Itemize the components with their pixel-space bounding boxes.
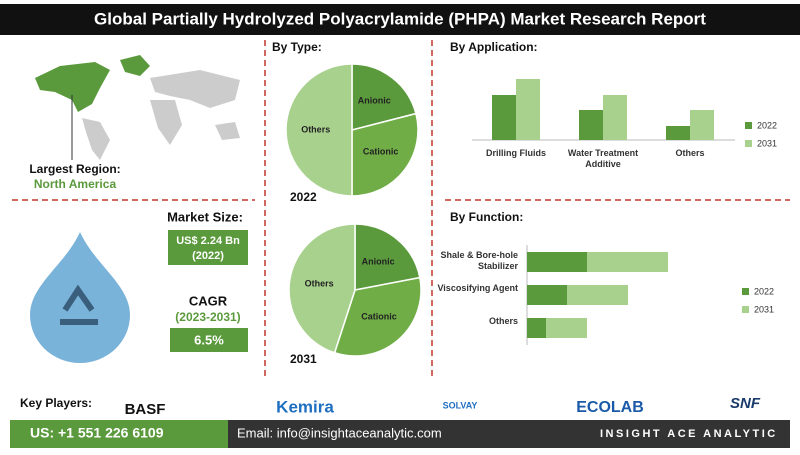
cagr-label: CAGR — [189, 293, 228, 308]
bar-segment — [527, 285, 567, 305]
market-size-label: Market Size: — [167, 209, 243, 224]
slice-label: Others — [301, 124, 330, 134]
category-label: Others — [675, 148, 705, 158]
type-title: By Type: — [272, 40, 322, 54]
function-title: By Function: — [450, 210, 523, 224]
slice-label: Anionic — [358, 96, 391, 106]
application-title: By Application: — [450, 40, 538, 54]
pie-year: 2022 — [290, 190, 317, 204]
key-players-label: Key Players: — [20, 396, 92, 410]
cagr-period: (2023-2031) — [175, 310, 240, 324]
bar-segment — [527, 252, 587, 272]
company-logo: SNF — [730, 395, 761, 412]
cagr-value: 6.5% — [194, 332, 224, 347]
bar-segment — [587, 252, 668, 272]
category-label: Viscosifying Agent — [437, 283, 518, 293]
pie-slice — [333, 276, 422, 357]
category-label: Others — [488, 316, 518, 326]
pie-slice — [288, 223, 356, 354]
legend-swatch — [745, 140, 752, 147]
pie-slice — [285, 63, 353, 197]
brand: INSIGHT ACE ANALYTIC — [600, 428, 778, 440]
category-label: Shale & Bore-hole Stabilizer — [440, 250, 518, 271]
category-label: Water Treatment Additive — [567, 148, 639, 169]
bar-segment — [546, 318, 587, 338]
cagr-box — [170, 328, 248, 352]
market-size-box — [168, 230, 248, 265]
pie-slice — [351, 112, 419, 197]
slice-label: Anionic — [362, 256, 395, 266]
category-label: Shale & Bore-hole Stabilizer — [440, 250, 518, 271]
header-bar — [0, 4, 800, 35]
region-value: North America — [34, 177, 117, 191]
recycle-icon — [60, 284, 98, 325]
company-logo: SOLVAY — [443, 400, 478, 410]
legend-label: 2022 — [754, 286, 774, 296]
bar — [690, 110, 714, 140]
company-logo: ECOLAB — [576, 399, 644, 416]
legend-label: 2031 — [757, 138, 777, 148]
category-label: Drilling Fluids — [486, 148, 546, 158]
legend-label: 2031 — [754, 304, 774, 314]
phone: US: +1 551 226 6109 — [30, 425, 164, 441]
slice-label: Others — [305, 279, 334, 289]
category-label: Drilling Fluids — [486, 148, 546, 158]
pie-year: 2031 — [290, 352, 317, 366]
bar — [666, 126, 690, 140]
slice-label: Cationic — [361, 312, 397, 322]
company-logo: BASF — [125, 401, 166, 418]
category-label: Water Treatment Additive — [567, 148, 639, 169]
slice-label: Cationic — [363, 147, 399, 157]
legend-label: 2022 — [757, 120, 777, 130]
bar — [579, 110, 603, 140]
email: Email: info@insightaceanalytic.com — [237, 425, 442, 440]
bar — [492, 95, 516, 140]
title: Global Partially Hydrolyzed Polyacrylami… — [94, 9, 706, 28]
company-logo: Kemira — [276, 397, 334, 416]
region-label: Largest Region: — [29, 162, 120, 176]
pie-slice — [351, 63, 417, 131]
dividers — [12, 40, 790, 380]
pie-slice — [354, 223, 421, 291]
category-label: Others — [675, 148, 705, 158]
category-label: Others — [488, 316, 518, 326]
bar — [603, 95, 627, 140]
bar — [516, 79, 540, 140]
category-label: Viscosifying Agent — [437, 283, 518, 293]
legend-swatch — [742, 288, 749, 295]
world-map — [35, 55, 240, 160]
bar-segment — [527, 318, 546, 338]
legend-swatch — [745, 122, 752, 129]
legend-swatch — [742, 306, 749, 313]
market-size-year: (2022) — [192, 250, 224, 262]
bar-segment — [567, 285, 628, 305]
market-size-value: US$ 2.24 Bn — [176, 235, 240, 247]
footer-phone-box — [10, 420, 228, 448]
